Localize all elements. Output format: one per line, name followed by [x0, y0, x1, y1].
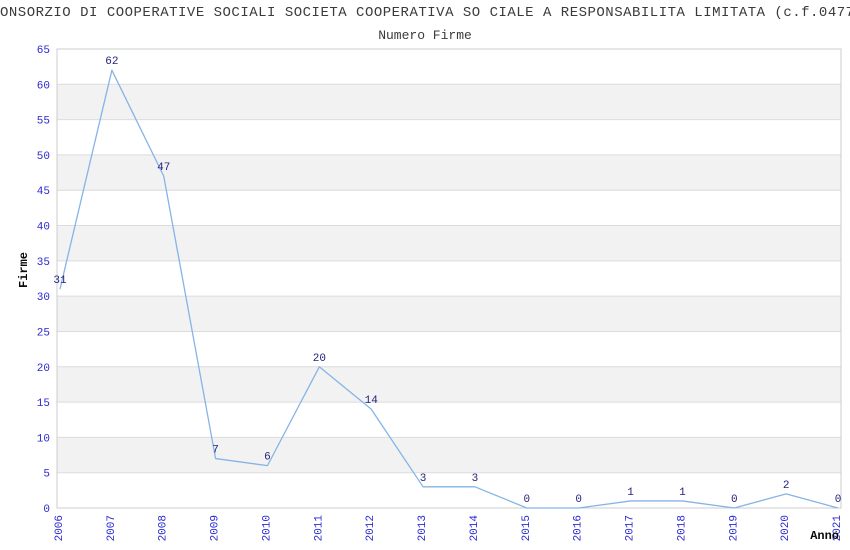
x-tick-label: 2017 [625, 515, 637, 541]
chart-title: ONSORZIO DI COOPERATIVE SOCIALI SOCIETA … [0, 5, 850, 21]
plot-band [57, 437, 841, 473]
x-tick-label: 2011 [313, 515, 325, 542]
x-tick-label: 2009 [210, 515, 222, 541]
chart-subtitle: Numero Firme [378, 28, 472, 43]
plot-band [57, 366, 841, 403]
x-tick-label: 2018 [676, 515, 688, 541]
y-tick-label: 50 [37, 151, 50, 163]
x-tick-label: 2008 [158, 515, 170, 541]
x-tick-label: 2015 [521, 515, 533, 541]
y-tick-label: 25 [37, 327, 50, 339]
data-label: 0 [575, 494, 582, 506]
plot-bands [57, 84, 841, 473]
y-tick-label: 35 [37, 257, 50, 269]
series-line [59, 69, 839, 509]
plot-band [57, 225, 841, 261]
y-tick-label: 40 [37, 222, 50, 234]
data-label: 2 [783, 480, 790, 492]
x-tick-label: 2012 [365, 515, 377, 541]
x-axis-title: Anno [810, 529, 839, 543]
y-tick-label: 10 [37, 433, 50, 445]
data-label: 0 [835, 494, 842, 506]
y-tick-label: 30 [37, 292, 50, 304]
x-tick-label: 2013 [417, 515, 429, 541]
x-tick-label: 2021 [832, 515, 844, 542]
y-tick-label: 5 [43, 469, 50, 481]
y-tick-label: 15 [37, 398, 50, 410]
data-label: 1 [679, 487, 686, 499]
plot-band [57, 154, 841, 191]
x-tick-label: 2014 [469, 515, 481, 542]
data-label: 20 [313, 353, 326, 365]
x-tick-label: 2019 [728, 515, 740, 541]
plot-band [57, 84, 841, 120]
data-label: 14 [365, 395, 379, 407]
data-label: 0 [731, 494, 738, 506]
data-label: 6 [264, 452, 271, 464]
data-label: 3 [420, 473, 427, 485]
y-tick-labels: 0 5 10 15 20 25 30 35 40 45 50 55 60 65 [37, 45, 50, 516]
y-tick-label: 20 [37, 363, 50, 375]
x-tick-label: 2020 [780, 515, 792, 541]
x-tick-label: 2006 [54, 515, 66, 541]
y-axis-title: Firme [17, 251, 31, 289]
data-label: 1 [627, 487, 634, 499]
x-tick-label: 2016 [573, 515, 585, 541]
y-tick-label: 55 [37, 116, 50, 128]
data-label: 31 [53, 275, 67, 287]
y-tick-label: 45 [37, 186, 50, 198]
y-tick-label: 60 [37, 80, 50, 92]
y-tick-label: 65 [37, 45, 50, 57]
y-tick-label: 0 [43, 504, 50, 516]
x-tick-label: 2010 [261, 515, 273, 541]
x-tick-label: 2007 [106, 515, 118, 541]
data-label: 7 [212, 445, 219, 457]
data-label: 0 [523, 494, 530, 506]
data-label: 47 [157, 162, 170, 174]
data-label: 3 [472, 473, 479, 485]
plot-frame [56, 48, 842, 509]
x-tick-labels: 2006 2007 2008 2009 2010 2011 2012 2013 2014 2015… [54, 515, 844, 542]
data-label: 62 [105, 56, 118, 68]
plot-band [57, 296, 841, 332]
